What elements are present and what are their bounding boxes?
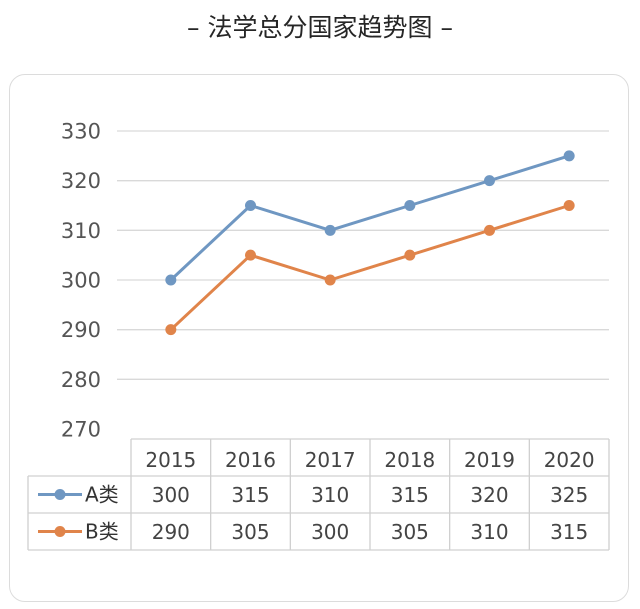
x-category-label: 2015 xyxy=(145,448,196,472)
series-line xyxy=(169,154,570,282)
x-category-label: 2017 xyxy=(305,448,356,472)
data-point xyxy=(404,200,416,211)
x-category-label: 2019 xyxy=(464,448,515,472)
y-tick-label: 320 xyxy=(61,169,101,193)
legend-label: A类 xyxy=(85,483,119,507)
table-cell-value: 290 xyxy=(152,520,190,544)
data-point xyxy=(484,224,495,236)
data-point xyxy=(165,274,177,286)
data-point xyxy=(245,249,256,261)
data-point xyxy=(484,175,495,187)
table-cell-value: 305 xyxy=(391,520,429,544)
x-category-label: 2020 xyxy=(544,448,595,472)
x-category-label: 2016 xyxy=(225,448,276,472)
data-point xyxy=(404,249,416,261)
chart-title: – 法学总分国家趋势图 – xyxy=(187,13,453,42)
y-tick-label: 280 xyxy=(61,368,101,392)
legend-marker xyxy=(54,526,66,537)
table-cell-value: 315 xyxy=(550,520,588,544)
data-point xyxy=(245,200,256,211)
table-cell-value: 305 xyxy=(231,520,269,544)
table-cell-value: 325 xyxy=(550,483,588,507)
x-category-label: 2018 xyxy=(384,448,435,472)
table-cell-value: 300 xyxy=(311,520,349,544)
data-point xyxy=(324,274,336,286)
data-point xyxy=(324,224,336,236)
y-tick-label: 310 xyxy=(61,219,101,243)
table-cell-value: 315 xyxy=(231,483,269,507)
table-cell-value: 310 xyxy=(470,520,508,544)
table-cell-value: 310 xyxy=(311,483,349,507)
y-tick-label: 300 xyxy=(61,269,101,293)
data-point xyxy=(563,150,575,162)
legend-marker xyxy=(54,489,66,500)
data-point xyxy=(563,200,575,211)
y-tick-label: 330 xyxy=(61,120,101,144)
y-tick-label: 270 xyxy=(61,418,101,442)
y-tick-label: 290 xyxy=(61,318,101,342)
data-point xyxy=(165,324,177,336)
series-line xyxy=(169,204,570,331)
table-cell-value: 300 xyxy=(152,483,190,507)
chart-card xyxy=(9,74,629,602)
legend-label: B类 xyxy=(85,520,119,544)
table-cell-value: 315 xyxy=(391,483,429,507)
table-cell-value: 320 xyxy=(470,483,508,507)
